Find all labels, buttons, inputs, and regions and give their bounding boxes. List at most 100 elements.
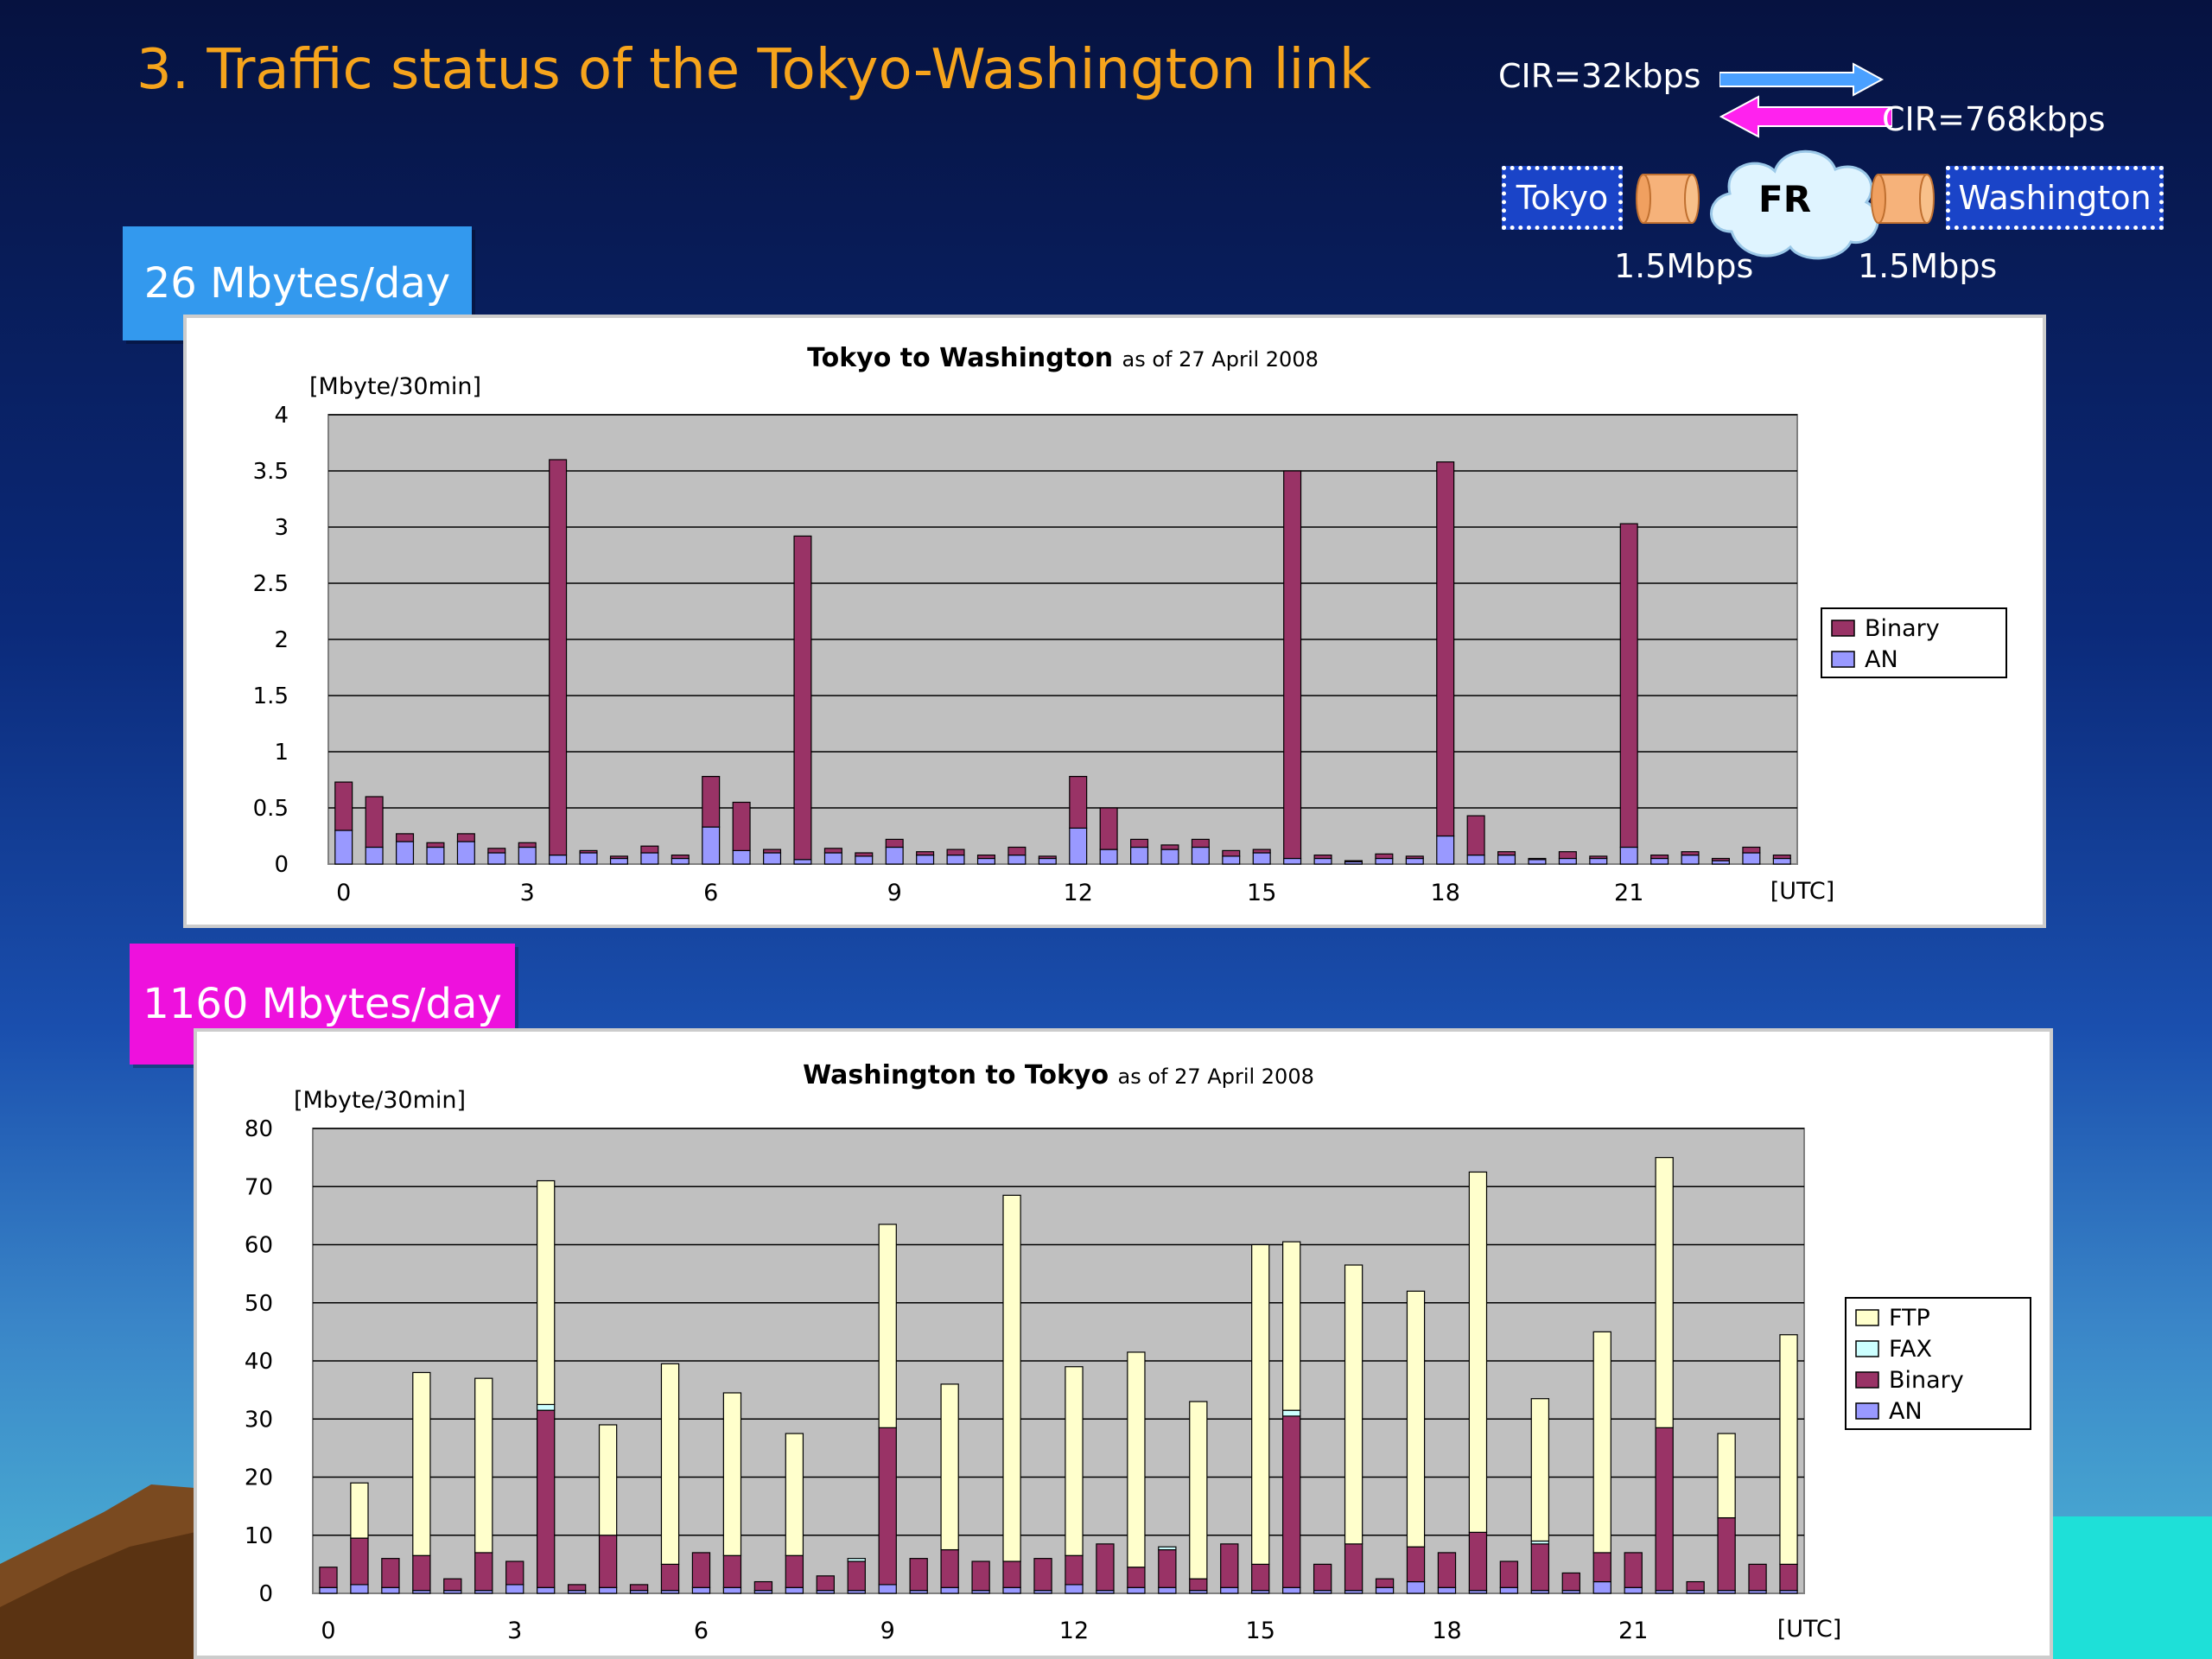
bar-binary <box>1468 1531 1488 1592</box>
bar-an <box>456 841 475 865</box>
bar-an <box>1252 852 1271 865</box>
legend-label-binary: Binary <box>1865 615 1940 642</box>
bar-ftp <box>1779 1334 1798 1565</box>
legend-swatch-binary <box>1855 1371 1879 1389</box>
bar-binary <box>426 842 445 849</box>
bar-ftp <box>1468 1171 1488 1533</box>
bar-binary <box>1406 1546 1426 1583</box>
y-tick-label: 0 <box>274 852 289 878</box>
bar-an <box>1466 854 1485 865</box>
bar-binary <box>1007 846 1027 856</box>
legend-label-ftp: FTP <box>1889 1305 1930 1332</box>
bar-fax <box>1158 1546 1177 1551</box>
bar-ftp <box>1065 1366 1084 1556</box>
bar-ftp <box>878 1224 897 1428</box>
bar-binary <box>1779 1563 1798 1592</box>
bar-binary <box>396 833 415 842</box>
bar-an <box>505 1584 524 1594</box>
bar-binary <box>1436 461 1455 837</box>
bar-binary <box>1033 1558 1052 1592</box>
bar-binary <box>319 1567 338 1588</box>
bar-binary <box>722 1554 742 1588</box>
x-tick-label: 15 <box>1247 880 1276 906</box>
bar-an <box>537 1586 556 1594</box>
legend-swatch-fax <box>1855 1340 1879 1357</box>
bar-an <box>671 857 690 865</box>
bar-binary <box>1686 1580 1705 1592</box>
bar-binary <box>1592 1552 1611 1583</box>
bar-an <box>518 846 537 865</box>
bar-an <box>487 852 506 865</box>
bar-fax <box>537 1403 556 1411</box>
bar-an <box>1742 852 1761 865</box>
bar-binary <box>1748 1563 1767 1592</box>
y-axis-label: [Mbyte/30min] <box>294 1087 466 1114</box>
bar-binary <box>1497 851 1516 856</box>
bar-binary <box>823 848 842 854</box>
bar-an <box>946 854 965 865</box>
bar-binary <box>946 849 965 856</box>
bar-ftp <box>1251 1243 1270 1565</box>
x-tick-label: 3 <box>520 880 535 906</box>
bar-ftp <box>1717 1433 1736 1519</box>
y-tick-label: 20 <box>245 1465 273 1491</box>
bar-an <box>1038 857 1057 865</box>
bar-ftp <box>1127 1351 1146 1568</box>
chart-title: Tokyo to Washington as of 27 April 2008 <box>807 343 1319 373</box>
bar-an <box>1405 857 1424 865</box>
bar-an <box>396 841 415 865</box>
bar-an <box>1158 1586 1177 1594</box>
bar-binary <box>793 535 812 861</box>
y-tick-label: 10 <box>245 1523 273 1549</box>
network-diagram: CIR=32kbps CIR=768kbps Tokyo FR Washingt… <box>1486 52 2177 302</box>
x-tick-label: 18 <box>1432 1618 1461 1644</box>
bar-an <box>1772 857 1791 865</box>
bar-binary <box>855 852 874 857</box>
x-tick-label: 21 <box>1618 1618 1648 1644</box>
bar-an <box>732 849 751 865</box>
down-arrow <box>1719 95 1892 138</box>
bar-an <box>785 1586 804 1594</box>
bar-binary <box>350 1537 369 1586</box>
y-tick-label: 40 <box>245 1349 273 1375</box>
bar-binary <box>1437 1552 1457 1588</box>
bar-binary <box>1313 1563 1332 1592</box>
bar-binary <box>549 459 568 856</box>
bar-an <box>722 1586 742 1594</box>
bar-an <box>1191 846 1210 865</box>
bar-an <box>916 854 935 865</box>
chart-panel-tokyo-to-washington: Tokyo to Washington as of 27 April 2008 [… <box>183 315 2046 928</box>
bar-binary <box>1711 857 1730 861</box>
x-tick-label: 6 <box>703 880 718 906</box>
x-tick-label: 12 <box>1059 1618 1089 1644</box>
bar-binary <box>660 1563 680 1592</box>
bar-an <box>1002 1586 1021 1594</box>
y-axis-label: [Mbyte/30min] <box>309 373 481 400</box>
bar-ftp <box>474 1377 493 1554</box>
bar-binary <box>1717 1516 1736 1592</box>
bar-an <box>1160 849 1179 865</box>
fr-label: FR <box>1758 178 1812 220</box>
bar-an <box>1127 1586 1146 1594</box>
bar-an <box>1282 1586 1301 1594</box>
bar-an <box>579 852 598 865</box>
bar-an <box>1437 1586 1457 1594</box>
bar-an <box>609 857 628 865</box>
bar-ftp <box>1002 1194 1021 1562</box>
y-tick-label: 1 <box>274 740 289 766</box>
y-tick-label: 0.5 <box>253 796 289 822</box>
bar-an <box>1558 857 1577 865</box>
bar-binary <box>365 796 384 849</box>
bar-an <box>1497 854 1516 865</box>
right-speed-label: 1.5Mbps <box>1858 247 1998 285</box>
bar-an <box>885 846 904 865</box>
bar-an <box>319 1586 338 1594</box>
bar-an <box>1130 846 1149 865</box>
x-axis-unit: [UTC] <box>1777 1616 1842 1643</box>
bar-an <box>976 857 995 865</box>
bar-an <box>598 1586 618 1594</box>
legend-label-an: AN <box>1865 646 1898 673</box>
bar-binary <box>816 1575 835 1592</box>
bar-binary <box>940 1548 959 1588</box>
bar-ftp <box>1282 1241 1301 1411</box>
